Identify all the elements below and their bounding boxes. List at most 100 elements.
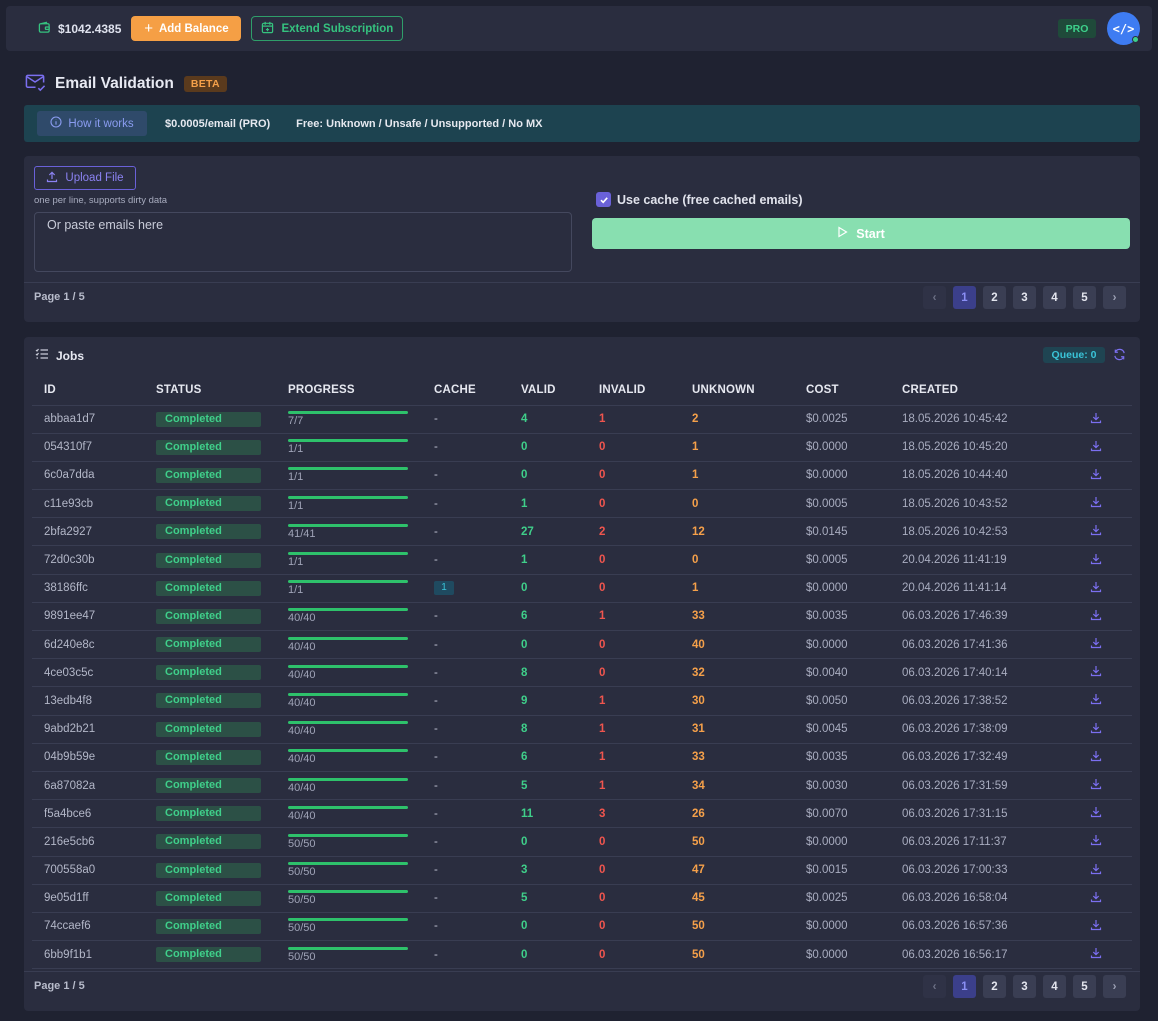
cache-cell: - xyxy=(422,630,509,660)
next-page-button[interactable]: › xyxy=(1103,286,1126,309)
download-icon[interactable] xyxy=(1090,750,1102,765)
table-row[interactable]: 74ccaef6 Completed 50/50-0 0 50 $0.0000 06.03.… xyxy=(32,912,1132,942)
table-row[interactable]: 6bb9f1b1 Completed 50/50-0 0 50 $0.0000 06.03.… xyxy=(32,940,1132,970)
download-icon[interactable] xyxy=(1090,948,1102,962)
download-cell xyxy=(1060,433,1132,462)
download-icon[interactable] xyxy=(1090,919,1102,934)
page-4-button[interactable]: 4 xyxy=(1043,286,1066,309)
progress-cell: 50/50 xyxy=(276,940,422,970)
avatar[interactable]: </> xyxy=(1107,12,1140,45)
download-icon[interactable] xyxy=(1090,553,1102,568)
progress-label: 50/50 xyxy=(288,837,316,850)
page-3-button[interactable]: 3 xyxy=(1013,286,1036,309)
prev-page-button[interactable]: ‹ xyxy=(923,286,946,309)
download-icon[interactable] xyxy=(1090,468,1102,483)
download-icon[interactable] xyxy=(1090,638,1102,652)
download-icon[interactable] xyxy=(1090,525,1102,539)
unknown-count: 47 xyxy=(680,856,794,885)
page-2-button[interactable]: 2 xyxy=(983,286,1006,309)
download-icon[interactable] xyxy=(1090,412,1102,427)
table-row[interactable]: c11e93cb Completed 1/1-1 0 0 $0.0005 18.05.202… xyxy=(32,489,1132,519)
download-cell xyxy=(1060,715,1132,744)
how-it-works-button[interactable]: How it works xyxy=(37,111,147,136)
cost: $0.0050 xyxy=(794,686,890,716)
table-row[interactable]: 054310f7 Completed 1/1-0 0 1 $0.0000 18.05.202… xyxy=(32,433,1132,462)
cache-cell: - xyxy=(422,771,509,801)
page-4-button[interactable]: 4 xyxy=(1043,975,1066,998)
unknown-count: 0 xyxy=(680,489,794,519)
progress-label: 7/7 xyxy=(288,415,304,428)
invalid-count: 0 xyxy=(587,461,680,491)
download-icon[interactable] xyxy=(1090,581,1102,596)
status-cell: Completed xyxy=(144,715,276,744)
job-id: 04b9b59e xyxy=(32,743,144,772)
plus-icon: + xyxy=(144,19,153,37)
progress-cell: 40/40 xyxy=(276,686,422,716)
table-row[interactable]: 6c0a7dda Completed 1/1-0 0 1 $0.0000 18.05.202… xyxy=(32,461,1132,491)
refresh-icon[interactable] xyxy=(1113,348,1127,362)
download-icon[interactable] xyxy=(1090,891,1102,906)
table-row[interactable]: 700558a0 Completed 50/50 -3 0 47 $0.0015 06.03.… xyxy=(32,856,1132,885)
download-icon[interactable] xyxy=(1090,497,1102,511)
table-row[interactable]: 38186ffc Completed 1/1 1 0 0 1 $0.0000 20.04.202… xyxy=(32,574,1132,603)
download-icon[interactable] xyxy=(1090,609,1102,624)
start-button[interactable]: Start xyxy=(592,218,1130,249)
jobs-table-body: abbaa1d7 Completed 7/7-4 1 2 $0.0025 18.05.202… xyxy=(32,405,1132,970)
page-5-button[interactable]: 5 xyxy=(1073,975,1096,998)
status-cell: Completed xyxy=(144,856,276,885)
table-row[interactable]: 9891ee47 Completed 40/40 -6 1 33 $0.0035 06.03.… xyxy=(32,602,1132,632)
prev-page-button[interactable]: ‹ xyxy=(923,975,946,998)
table-row[interactable]: 216e5cb6 Completed 50/50-0 0 50 $0.0000 06.03.… xyxy=(32,827,1132,857)
page-3-button[interactable]: 3 xyxy=(1013,975,1036,998)
job-id: f5a4bce6 xyxy=(32,799,144,829)
table-row[interactable]: 6a87082a Completed 40/40 -5 1 34 $0.0030 06.03.… xyxy=(32,771,1132,801)
add-balance-button[interactable]: + Add Balance xyxy=(131,16,242,41)
page-header: Email Validation BETA xyxy=(25,72,227,96)
table-row[interactable]: 9e05d1ff Completed 50/50 -5 0 45 $0.0025 06.03.… xyxy=(32,884,1132,913)
pricing-info-bar: How it works $0.0005/email (PRO) Free: U… xyxy=(24,105,1140,142)
download-icon[interactable] xyxy=(1090,722,1102,737)
use-cache-option[interactable]: Use cache (free cached emails) xyxy=(596,192,803,207)
table-row[interactable]: f5a4bce6 Completed 40/40 -11 3 26 $0.0070 06.03… xyxy=(32,799,1132,829)
table-row[interactable]: 6d240e8c Completed 40/40-0 0 40 $0.0000 06.03.… xyxy=(32,630,1132,660)
download-icon[interactable] xyxy=(1090,666,1102,680)
download-icon[interactable] xyxy=(1090,863,1102,878)
upload-file-button[interactable]: Upload File xyxy=(34,166,136,190)
created-date: 18.05.2026 10:43:52 xyxy=(890,489,1060,519)
download-icon[interactable] xyxy=(1090,807,1102,821)
code-icon: </> xyxy=(1112,21,1135,36)
download-icon[interactable] xyxy=(1090,835,1102,849)
emails-textarea[interactable]: Or paste emails here xyxy=(34,212,572,272)
status-badge: Completed xyxy=(156,749,261,765)
cost: $0.0035 xyxy=(794,602,890,632)
download-icon[interactable] xyxy=(1090,779,1102,793)
cost: $0.0035 xyxy=(794,743,890,772)
table-row[interactable]: 72d0c30b Completed 1/1-1 0 0 $0.0005 20.04.202… xyxy=(32,545,1132,575)
use-cache-checkbox[interactable] xyxy=(596,192,611,207)
cache-cell: - xyxy=(422,405,509,434)
table-row[interactable]: 9abd2b21 Completed 40/40 -8 1 31 $0.0045 06.03.… xyxy=(32,715,1132,744)
page-2-button[interactable]: 2 xyxy=(983,975,1006,998)
table-row[interactable]: 13edb4f8 Completed 40/40 -9 1 30 $0.0050 06.03.… xyxy=(32,686,1132,716)
download-icon[interactable] xyxy=(1090,440,1102,455)
next-page-button[interactable]: › xyxy=(1103,975,1126,998)
unknown-count: 50 xyxy=(680,940,794,970)
upload-panel: Upload File one per line, supports dirty… xyxy=(24,156,1140,322)
page-1-button[interactable]: 1 xyxy=(953,286,976,309)
page-5-button[interactable]: 5 xyxy=(1073,286,1096,309)
extend-subscription-button[interactable]: Extend Subscription xyxy=(251,16,404,41)
page-1-button[interactable]: 1 xyxy=(953,975,976,998)
unknown-count: 40 xyxy=(680,630,794,660)
valid-count: 9 xyxy=(509,686,587,716)
download-icon[interactable] xyxy=(1090,694,1102,708)
table-row[interactable]: 2bfa2927 Completed 41/41 -27 2 12 $0.0145 18.05… xyxy=(32,517,1132,547)
progress-label: 40/40 xyxy=(288,668,316,681)
unknown-count: 2 xyxy=(680,405,794,434)
table-row[interactable]: 4ce03c5c Completed 40/40 -8 0 32 $0.0040 06.03.… xyxy=(32,658,1132,688)
progress-bar xyxy=(288,890,408,894)
download-cell xyxy=(1060,630,1132,660)
table-row[interactable]: abbaa1d7 Completed 7/7 -4 1 2 $0.0025 18.05.202… xyxy=(32,405,1132,434)
invalid-count: 1 xyxy=(587,405,680,434)
table-row[interactable]: 04b9b59e Completed 40/40 -6 1 33 $0.0035 06.03.… xyxy=(32,743,1132,772)
valid-count: 5 xyxy=(509,771,587,801)
